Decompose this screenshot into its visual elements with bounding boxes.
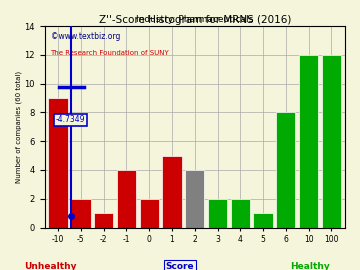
Bar — [276, 112, 296, 228]
Bar — [253, 213, 273, 228]
Text: Score: Score — [166, 262, 194, 270]
Bar — [231, 199, 250, 228]
Y-axis label: Number of companies (60 total): Number of companies (60 total) — [15, 71, 22, 183]
Text: ©www.textbiz.org: ©www.textbiz.org — [50, 32, 120, 41]
Text: -4.7349: -4.7349 — [56, 115, 85, 124]
Bar — [49, 98, 68, 228]
Bar — [208, 199, 227, 228]
Bar — [185, 170, 204, 228]
Text: Healthy: Healthy — [290, 262, 329, 270]
Bar — [94, 213, 113, 228]
Title: Z''-Score Histogram for MRNS (2016): Z''-Score Histogram for MRNS (2016) — [99, 15, 291, 25]
Bar — [322, 55, 341, 228]
Bar — [140, 199, 159, 228]
Bar — [299, 55, 318, 228]
Bar — [162, 156, 182, 228]
Bar — [71, 199, 91, 228]
Text: Unhealthy: Unhealthy — [24, 262, 77, 270]
Text: Industry: Pharmaceuticals: Industry: Pharmaceuticals — [136, 15, 253, 24]
Text: The Research Foundation of SUNY: The Research Foundation of SUNY — [50, 50, 169, 56]
Bar — [117, 170, 136, 228]
